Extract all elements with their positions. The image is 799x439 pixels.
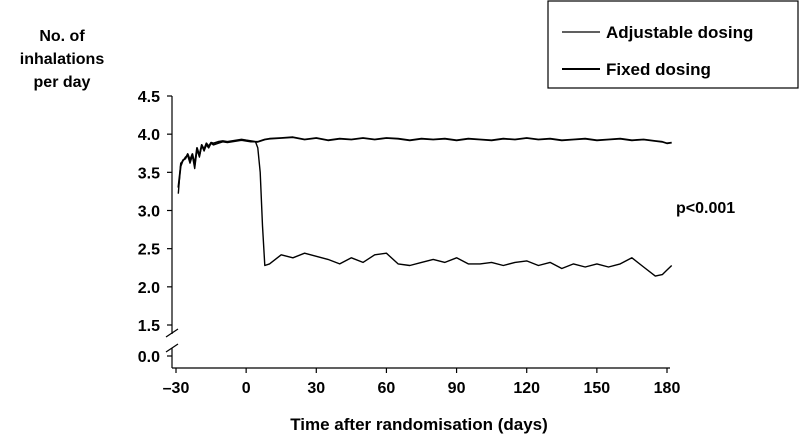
legend-label-fixed: Fixed dosing xyxy=(606,60,711,79)
y-axis-title-line-1: No. of xyxy=(39,28,85,45)
y-axis-title: No. of inhalations per day xyxy=(20,28,105,91)
x-tick-labels: –30 0 30 60 90 120 150 180 xyxy=(163,380,681,397)
x-tick-label: –30 xyxy=(163,380,190,397)
legend-label-adjustable: Adjustable dosing xyxy=(606,23,753,42)
x-tick-label: 30 xyxy=(307,380,325,397)
x-tick-label: 150 xyxy=(584,380,611,397)
x-tick-label: 90 xyxy=(448,380,466,397)
y-tick-label: 0.0 xyxy=(138,349,160,366)
y-tick-label: 4.5 xyxy=(138,89,160,106)
y-axis-title-line-2: inhalations xyxy=(20,51,105,68)
y-tick-label: 4.0 xyxy=(138,127,160,144)
y-axis-break-mark xyxy=(165,343,179,353)
x-tick-label: 180 xyxy=(654,380,681,397)
x-tick-label: 0 xyxy=(242,380,251,397)
y-axis-title-line-3: per day xyxy=(34,74,91,91)
axes xyxy=(165,95,670,373)
series-line-adjustable-dosing xyxy=(177,139,673,277)
p-value-annotation: p<0.001 xyxy=(676,200,735,217)
y-tick-label: 1.5 xyxy=(138,318,160,335)
y-tick-label: 3.0 xyxy=(138,204,160,221)
y-tick-label: 3.5 xyxy=(138,165,160,182)
legend: Adjustable dosing Fixed dosing xyxy=(547,0,799,89)
y-tick-label: 2.0 xyxy=(138,280,160,297)
x-tick-label: 120 xyxy=(513,380,540,397)
y-tick-label: 2.5 xyxy=(138,242,160,259)
y-axis-break-mark xyxy=(165,328,179,338)
legend-frame xyxy=(547,0,799,89)
y-tick-labels: 0.0 1.5 2.0 2.5 3.0 3.5 4.0 4.5 xyxy=(138,89,160,366)
series-line-fixed-dosing xyxy=(177,136,672,188)
x-tick-label: 60 xyxy=(378,380,396,397)
x-axis-title: Time after randomisation (days) xyxy=(290,415,548,434)
